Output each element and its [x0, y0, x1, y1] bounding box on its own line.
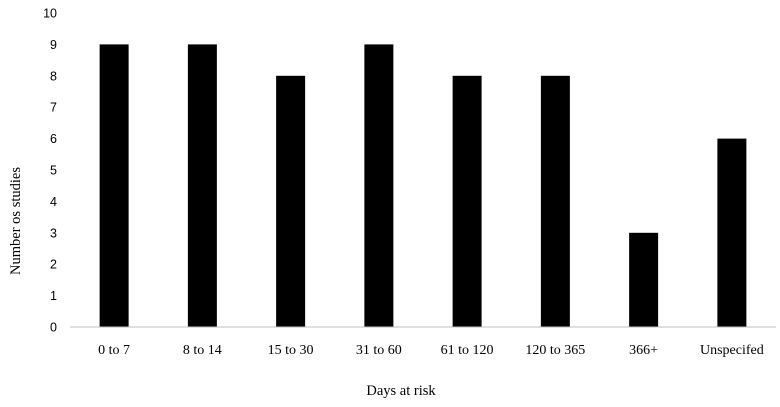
bar [276, 75, 306, 327]
y-tick-label: 4 [50, 195, 57, 209]
x-axis-title: Days at risk [366, 383, 436, 399]
y-tick-label: 8 [50, 69, 57, 83]
bar [364, 44, 394, 328]
bar [717, 138, 747, 327]
y-tick-label: 6 [50, 132, 57, 146]
x-tick-label: 366+ [629, 343, 658, 358]
x-axis-ticks: 0 to 7 8 to 14 15 to 30 31 to 60 61 to 120 12… [98, 343, 764, 358]
bar [629, 232, 659, 327]
y-tick-label: 5 [50, 164, 57, 178]
x-tick-label: 8 to 14 [183, 343, 222, 358]
y-tick-label: 10 [43, 7, 57, 21]
y-axis-title: Number os studies [8, 167, 24, 275]
y-tick-label: 9 [50, 38, 57, 52]
x-tick-label: 0 to 7 [98, 343, 130, 358]
x-tick-label: Unspecifed [700, 343, 764, 358]
y-tick-label: 3 [50, 226, 57, 240]
bar [99, 44, 129, 328]
bar [540, 75, 570, 327]
y-tick-label: 0 [50, 321, 57, 335]
x-tick-label: 31 to 60 [356, 343, 402, 358]
bar [187, 44, 217, 328]
x-tick-label: 61 to 120 [441, 343, 494, 358]
y-axis-ticks: 0 1 2 3 4 5 6 7 8 9 10 [43, 7, 57, 335]
x-tick-label: 120 to 365 [525, 343, 585, 358]
y-tick-label: 7 [50, 101, 57, 115]
y-tick-label: 1 [50, 289, 57, 303]
bar [452, 75, 482, 327]
y-tick-label: 2 [50, 258, 57, 272]
x-tick-label: 15 to 30 [268, 343, 314, 358]
bars [99, 44, 747, 328]
